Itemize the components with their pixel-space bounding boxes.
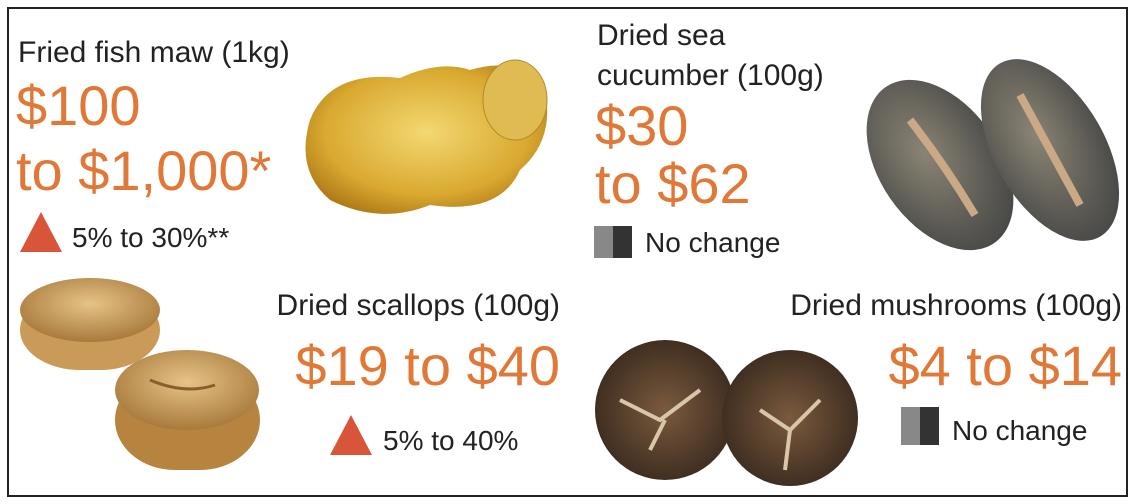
item-price: $4 to $14	[888, 334, 1122, 397]
item-change: 5% to 40%	[383, 425, 518, 456]
item-price: $19 to $40	[295, 334, 560, 397]
item-name: cucumber (100g)	[597, 59, 824, 92]
item-change: No change	[645, 227, 780, 258]
no-change-icon	[594, 226, 632, 258]
no-change-icon	[901, 407, 939, 445]
item-price: $100	[16, 74, 141, 137]
item-price: $30	[595, 94, 688, 157]
item-price: to $1,000*	[16, 139, 271, 202]
item-name: Fried fish maw (1kg)	[18, 36, 290, 69]
infographic: Fried fish maw (1kg) $100 to $1,000* 5% …	[0, 0, 1135, 504]
item-change: No change	[952, 415, 1087, 446]
item-name: Dried scallops (100g)	[277, 289, 560, 322]
item-name: Dried sea	[597, 19, 726, 52]
item-change: 5% to 30%**	[72, 222, 229, 253]
item-price: to $62	[595, 152, 751, 215]
item-name: Dried mushrooms (100g)	[790, 289, 1122, 322]
